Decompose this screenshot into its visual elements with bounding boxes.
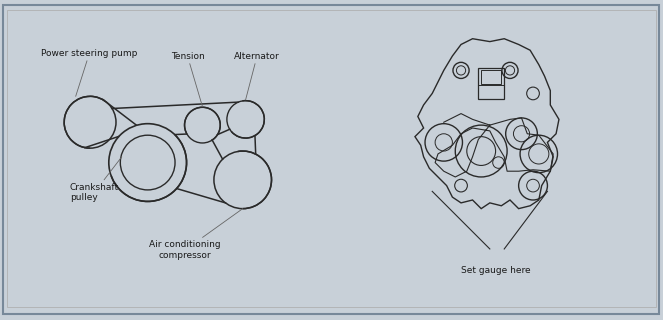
- Text: Alternator: Alternator: [234, 52, 280, 100]
- Text: Air conditioning
compressor: Air conditioning compressor: [149, 209, 243, 260]
- Text: Set gauge here: Set gauge here: [461, 266, 530, 275]
- Text: Crankshaft
pulley: Crankshaft pulley: [70, 157, 122, 202]
- Text: Power steering pump: Power steering pump: [41, 49, 137, 96]
- Text: Tension: Tension: [171, 52, 204, 106]
